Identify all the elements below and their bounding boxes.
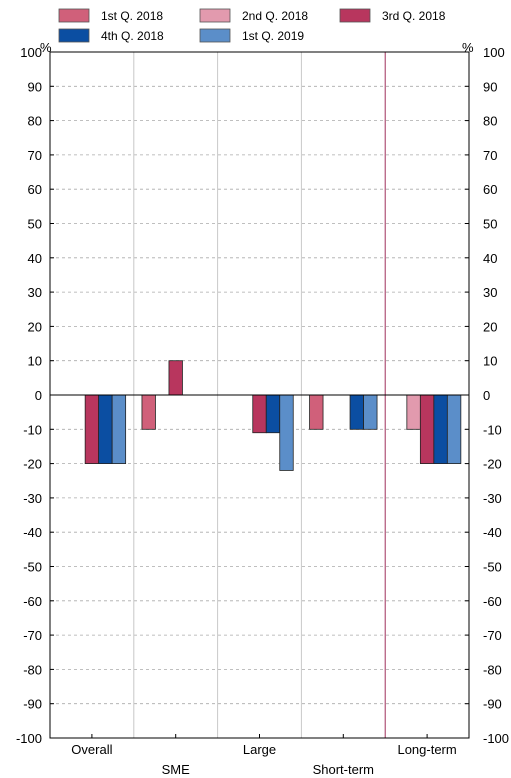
y-tick-label: -30 [23, 491, 42, 506]
bar [98, 394, 113, 464]
bar [252, 394, 267, 434]
y-tick-label: 50 [28, 217, 42, 232]
y-tick-label: -80 [23, 662, 42, 677]
x-tick-label: Overall [71, 742, 112, 757]
y-tick-label: 80 [28, 114, 42, 129]
y-tick-label: 30 [483, 285, 497, 300]
legend-label: 2nd Q. 2018 [242, 9, 308, 23]
x-axis-labels: Overall SME Large Short-term Long-term [71, 734, 457, 777]
bar [406, 394, 421, 430]
y-tick-label: 100 [483, 45, 505, 60]
y-tick-label: 50 [483, 217, 497, 232]
y-tick-label: 10 [28, 354, 42, 369]
legend-swatch [339, 8, 371, 23]
y-tick-label: -10 [23, 422, 42, 437]
bar [84, 394, 100, 464]
y-tick-label: 10 [483, 354, 497, 369]
y-tick-label: -100 [16, 731, 42, 746]
y-tick-label: -40 [23, 525, 42, 540]
legend-swatch [58, 8, 90, 23]
legend-swatch [199, 8, 231, 23]
y-tick-label: -30 [483, 491, 502, 506]
y-tick-label: 0 [35, 388, 42, 403]
y-tick-label: 20 [483, 319, 497, 334]
y-tick-label: 60 [483, 182, 497, 197]
bar [433, 394, 448, 464]
y-tick-label: 70 [28, 148, 42, 163]
bar [446, 394, 462, 464]
y-tick-label: -80 [483, 662, 502, 677]
y-tick-label: 30 [28, 285, 42, 300]
y-tick-label: -90 [483, 697, 502, 712]
bar [141, 394, 156, 430]
y-tick-label: 90 [28, 79, 42, 94]
y-tick-label: 70 [483, 148, 497, 163]
legend-label: 1st Q. 2018 [101, 9, 163, 23]
bar [363, 394, 378, 430]
y-tick-label: -90 [23, 697, 42, 712]
bar [168, 360, 183, 396]
y-tick-label: 60 [28, 182, 42, 197]
x-tick-label: Short-term [313, 762, 374, 777]
y-tick-label: -70 [483, 628, 502, 643]
y-tick-label: -100 [483, 731, 509, 746]
legend-swatch [58, 28, 90, 43]
y-tick-label: -60 [23, 594, 42, 609]
y-tick-label: 90 [483, 79, 497, 94]
grid [50, 85, 469, 705]
x-tick-label: Long-term [397, 742, 456, 757]
y-tick-label: -10 [483, 422, 502, 437]
bar [309, 394, 324, 430]
y-tick-label: 40 [483, 251, 497, 266]
y-tick-label: 100 [20, 45, 42, 60]
y-axis-right: 1009080706050403020100-10-20-30-40-50-60… [465, 45, 509, 746]
bar [265, 394, 281, 434]
bars [84, 360, 462, 471]
y-tick-label: -50 [23, 560, 42, 575]
y-tick-label: -20 [23, 457, 42, 472]
y-unit-left: % [40, 40, 52, 55]
y-tick-label: 40 [28, 251, 42, 266]
y-tick-label: 0 [483, 388, 490, 403]
bar [279, 394, 294, 471]
legend-label: 1st Q. 2019 [242, 29, 304, 43]
y-tick-label: -50 [483, 560, 502, 575]
y-tick-label: -70 [23, 628, 42, 643]
x-tick-label: Large [243, 742, 276, 757]
legend-swatch [199, 28, 231, 43]
bar [419, 394, 435, 464]
y-tick-label: 20 [28, 319, 42, 334]
y-tick-label: -40 [483, 525, 502, 540]
legend-label: 3rd Q. 2018 [382, 9, 446, 23]
x-tick-label: SME [162, 762, 191, 777]
bar [111, 394, 127, 464]
legend-label: 4th Q. 2018 [101, 29, 164, 43]
y-unit-right: % [462, 40, 474, 55]
y-tick-label: 80 [483, 114, 497, 129]
bar [349, 394, 364, 430]
y-axis-left: 1009080706050403020100-10-20-30-40-50-60… [16, 45, 54, 746]
y-tick-label: -20 [483, 457, 502, 472]
y-tick-label: -60 [483, 594, 502, 609]
legend: 1st Q. 2018 2nd Q. 2018 3rd Q. 2018 4th Q. … [58, 8, 446, 43]
